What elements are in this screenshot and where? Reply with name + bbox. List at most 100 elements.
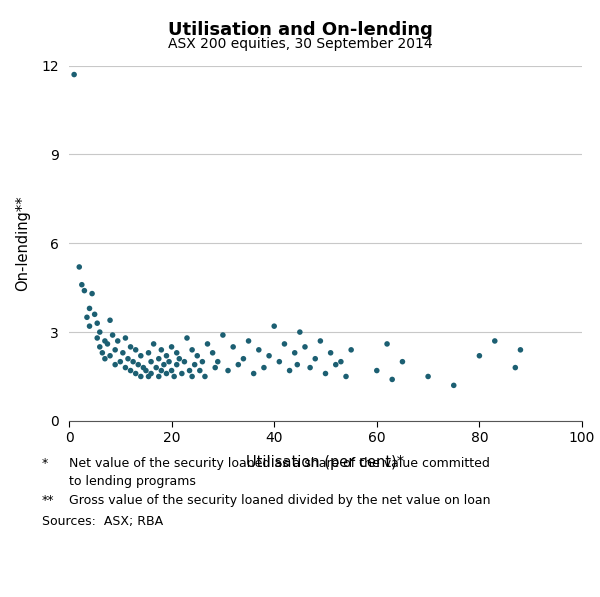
Point [515, 345, 525, 355]
Point [161, 351, 171, 361]
Point [164, 357, 174, 367]
Point [103, 339, 112, 349]
Point [108, 330, 118, 340]
Point [310, 354, 320, 364]
Point [74, 262, 84, 272]
Point [195, 366, 205, 376]
Point [98, 348, 107, 358]
Point [295, 327, 305, 337]
Point [223, 366, 233, 376]
Point [372, 366, 382, 376]
Point [131, 369, 140, 378]
Point [300, 342, 310, 352]
Point [346, 345, 356, 355]
Point [131, 345, 140, 355]
Point [100, 354, 110, 364]
Point [190, 360, 199, 370]
Point [292, 360, 302, 370]
Point [149, 339, 158, 349]
Point [269, 321, 279, 331]
Point [388, 375, 397, 384]
Point [185, 366, 194, 376]
Point [229, 342, 238, 352]
Point [126, 342, 136, 352]
Point [92, 318, 102, 328]
Point [121, 363, 130, 373]
Point [118, 348, 128, 358]
Point [136, 351, 146, 361]
Point [77, 280, 86, 290]
Point [182, 333, 192, 343]
Point [336, 357, 346, 367]
Point [154, 372, 164, 381]
Point [159, 360, 169, 370]
Point [208, 348, 217, 358]
Point [424, 372, 433, 381]
Point [80, 286, 89, 296]
Point [218, 330, 228, 340]
Point [144, 372, 154, 381]
Point [233, 360, 243, 370]
Point [193, 351, 202, 361]
Point [290, 348, 299, 358]
Text: to lending programs: to lending programs [69, 475, 196, 488]
Text: **: ** [42, 494, 55, 507]
Point [139, 363, 148, 373]
Text: Utilisation and On-lending: Utilisation and On-lending [167, 21, 433, 39]
Y-axis label: On-lending**: On-lending** [15, 195, 30, 291]
Point [126, 366, 136, 376]
Point [175, 354, 184, 364]
Point [121, 333, 130, 343]
Point [95, 342, 104, 352]
Point [398, 357, 407, 367]
Point [157, 366, 166, 376]
Point [197, 357, 207, 367]
Point [179, 357, 189, 367]
Point [200, 372, 210, 381]
Point [239, 354, 248, 364]
Point [475, 351, 484, 361]
Point [172, 348, 182, 358]
Point [280, 339, 289, 349]
Point [141, 366, 151, 376]
Point [187, 345, 197, 355]
Point [146, 369, 156, 378]
Point [169, 372, 179, 381]
Point [85, 304, 94, 313]
Point [100, 336, 110, 346]
Point [316, 336, 325, 346]
Point [167, 342, 176, 352]
Point [167, 366, 176, 376]
Text: *: * [42, 457, 48, 470]
Point [154, 354, 164, 364]
Point [82, 312, 92, 322]
Point [113, 336, 122, 346]
Text: Sources:  ASX; RBA: Sources: ASX; RBA [42, 515, 163, 528]
Point [449, 381, 458, 390]
Point [213, 357, 223, 367]
Point [87, 289, 97, 298]
Point [244, 336, 253, 346]
Point [105, 351, 115, 361]
Point [105, 315, 115, 325]
Point [95, 327, 104, 337]
Point [320, 369, 330, 378]
Point [285, 366, 295, 376]
Point [305, 363, 315, 373]
Point [187, 372, 197, 381]
Point [151, 363, 161, 373]
Point [161, 369, 171, 378]
Point [254, 345, 263, 355]
Point [331, 360, 341, 370]
Point [259, 363, 269, 373]
Point [110, 360, 120, 370]
Text: Gross value of the security loaned divided by the net value on loan: Gross value of the security loaned divid… [69, 494, 491, 507]
Point [490, 336, 500, 346]
Point [110, 345, 120, 355]
Point [133, 360, 143, 370]
Point [203, 339, 212, 349]
Point [211, 363, 220, 373]
Point [70, 70, 79, 79]
Point [275, 357, 284, 367]
X-axis label: Utilisation (per cent)*: Utilisation (per cent)* [247, 455, 404, 470]
